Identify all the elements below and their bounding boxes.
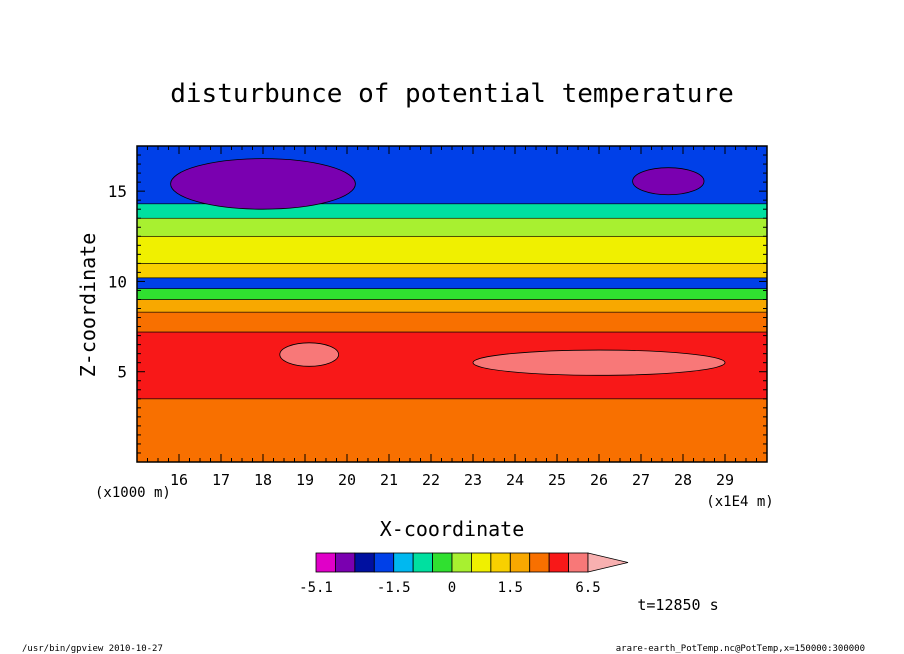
x-tick-label: 19	[296, 471, 314, 489]
contour-band-5	[136, 277, 768, 289]
x-tick-label: 21	[380, 471, 398, 489]
colorbar-arrow	[587, 552, 629, 573]
contour-band-4	[136, 288, 768, 300]
y-unit-label: (x1000 m)	[95, 485, 171, 501]
contour-maximum-3	[279, 342, 340, 367]
colorbar-cell	[335, 552, 356, 573]
contour-band-7	[136, 235, 768, 264]
colorbar-cell	[432, 552, 453, 573]
colorbar-cell	[373, 552, 395, 573]
colorbar-cell	[568, 552, 589, 573]
contour-band-0	[136, 398, 768, 463]
colorbar-tick-label: -1.5	[377, 580, 411, 596]
colorbar-cell	[509, 552, 531, 573]
colorbar-cell	[471, 552, 492, 573]
colorbar-tick-label: 0	[448, 580, 456, 596]
colorbar-cell	[393, 552, 414, 573]
x-tick-label: 26	[590, 471, 608, 489]
contour-minimum-1	[632, 167, 705, 196]
colorbar-tick-label: -5.1	[299, 580, 333, 596]
x-axis-ticks: 16 17 18 19 20 21 22 23 24 25 26 27 28 29	[147, 146, 768, 489]
x-tick-label: 22	[422, 471, 440, 489]
colorbar-tick-labels: -5.1 -1.5 0 1.5 6.5	[299, 580, 601, 596]
y-axis-label: Z-coordinate	[76, 233, 100, 378]
colorbar	[315, 552, 629, 573]
x-tick-label: 28	[674, 471, 692, 489]
x-tick-label: 29	[716, 471, 734, 489]
contour-band-2	[136, 311, 768, 333]
x-tick-label: 27	[632, 471, 650, 489]
footer-left: /usr/bin/gpview 2010-10-27	[22, 644, 163, 654]
contour-band-3	[136, 299, 768, 313]
y-tick-label: 10	[108, 272, 127, 291]
colorbar-cell	[548, 552, 569, 573]
y-axis-ticks: 5 10 15	[108, 145, 767, 454]
y-tick-label: 5	[117, 363, 127, 382]
x-tick-label: 18	[254, 471, 272, 489]
colorbar-cell	[412, 552, 433, 573]
contour-plot-area	[136, 145, 768, 463]
colorbar-cell	[451, 552, 472, 573]
x-tick-label: 16	[170, 471, 188, 489]
colorbar-cell	[490, 552, 511, 573]
time-label: t=12850 s	[637, 596, 718, 614]
contour-minimum-0	[170, 158, 356, 210]
x-tick-label: 23	[464, 471, 482, 489]
footer-right: arare-earth_PotTemp.nc@PotTemp,x=150000:…	[616, 644, 865, 654]
contour-band-6	[136, 263, 768, 279]
x-axis-label: X-coordinate	[380, 517, 525, 541]
x-unit-label: (x1E4 m)	[706, 494, 773, 510]
contour-maximum-2	[472, 349, 726, 376]
colorbar-tick-label: 6.5	[575, 580, 600, 596]
colorbar-tick-label: 1.5	[498, 580, 523, 596]
chart-title: disturbunce of potential temperature	[170, 79, 734, 109]
x-tick-label: 24	[506, 471, 524, 489]
colorbar-cell	[354, 552, 375, 573]
x-tick-label: 25	[548, 471, 566, 489]
x-tick-label: 20	[338, 471, 356, 489]
x-tick-label: 17	[212, 471, 230, 489]
y-tick-label: 15	[108, 182, 127, 201]
colorbar-cell	[315, 552, 336, 573]
contour-band-8	[136, 217, 768, 237]
colorbar-cell	[529, 552, 550, 573]
